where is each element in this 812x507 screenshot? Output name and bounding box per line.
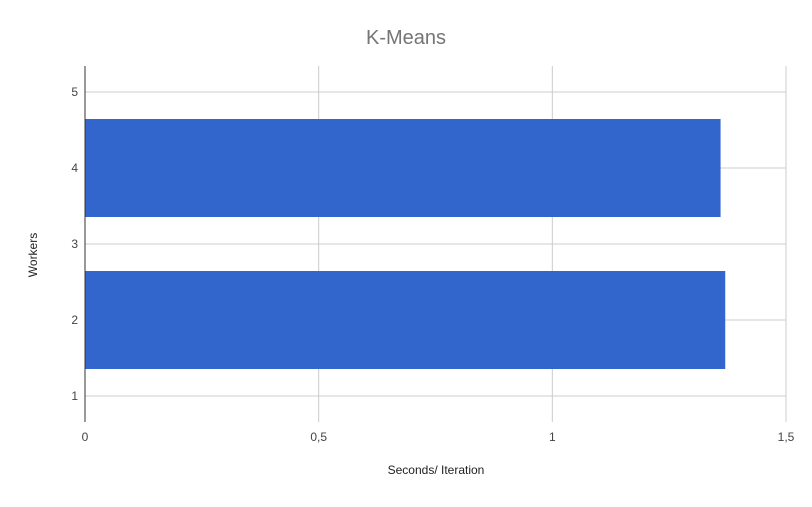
bars xyxy=(85,119,726,369)
y-tick-label: 2 xyxy=(71,313,78,327)
y-tick-label: 4 xyxy=(71,161,78,175)
chart-title: K-Means xyxy=(366,27,446,49)
x-tick-label: 1 xyxy=(549,430,556,444)
y-tick-label: 5 xyxy=(71,85,78,99)
bar-workers-4 xyxy=(85,119,721,217)
y-axis-title: Workers xyxy=(26,233,40,277)
y-tick-label: 3 xyxy=(71,237,78,251)
x-tick-label: 0 xyxy=(82,430,89,444)
x-tick-label: 1,5 xyxy=(778,430,795,444)
x-axis-title: Seconds/ Iteration xyxy=(388,463,485,477)
y-tick-label: 1 xyxy=(71,389,78,403)
x-tick-label: 0,5 xyxy=(310,430,327,444)
tick-labels: 1 2 3 4 5 0 0,5 1 1,5 xyxy=(71,85,794,444)
bar-workers-2 xyxy=(85,271,726,369)
